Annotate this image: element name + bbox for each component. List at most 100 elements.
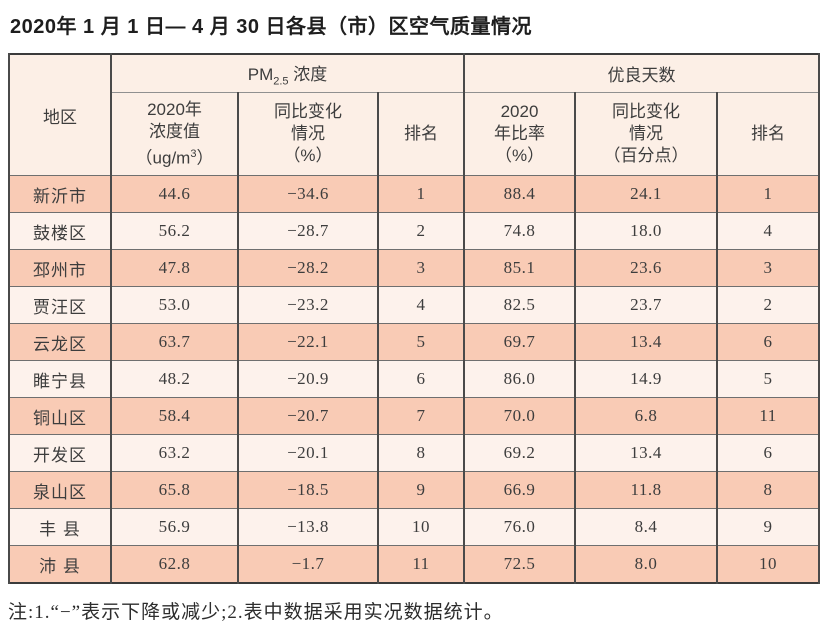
table-row: 沛 县 62.8 −1.7 11 72.5 8.0 10 xyxy=(8,545,821,584)
header-region: 地区 xyxy=(8,53,112,176)
cell-pm-rank: 2 xyxy=(376,212,466,250)
cell-pm-change: −23.2 xyxy=(237,286,379,324)
cell-pm-change: −28.7 xyxy=(237,212,379,250)
cell-pm-rank: 8 xyxy=(376,434,466,472)
table-row: 鼓楼区 56.2 −28.7 2 74.8 18.0 4 xyxy=(8,212,821,250)
cell-gd-rate: 74.8 xyxy=(463,212,577,250)
cell-region: 丰 县 xyxy=(8,508,112,546)
cell-gd-change: 23.7 xyxy=(574,286,719,324)
pm25-subscript: 2.5 xyxy=(273,75,289,88)
cell-pm-value: 63.2 xyxy=(110,434,239,472)
cell-pm-rank: 3 xyxy=(376,249,466,287)
cell-gd-rank: 11 xyxy=(716,397,821,435)
cell-pm-value: 58.4 xyxy=(110,397,239,435)
cell-gd-rate: 86.0 xyxy=(463,360,577,398)
cell-gd-change: 8.4 xyxy=(574,508,719,546)
cell-gd-rank: 6 xyxy=(716,323,821,361)
cell-pm-rank: 5 xyxy=(376,323,466,361)
header-pm-value: 2020年 浓度值 （ug/m3） xyxy=(110,92,239,176)
cubed-superscript: 3 xyxy=(190,147,197,160)
cell-gd-rate: 70.0 xyxy=(463,397,577,435)
cell-gd-rate: 66.9 xyxy=(463,471,577,509)
cell-gd-change: 11.8 xyxy=(574,471,719,509)
table-row: 邳州市 47.8 −28.2 3 85.1 23.6 3 xyxy=(8,249,821,287)
table-row: 云龙区 63.7 −22.1 5 69.7 13.4 6 xyxy=(8,323,821,361)
cell-pm-value: 48.2 xyxy=(110,360,239,398)
cell-region: 贾汪区 xyxy=(8,286,112,324)
cell-gd-change: 18.0 xyxy=(574,212,719,250)
header-group-good-days: 优良天数 xyxy=(463,53,821,93)
table-row: 睢宁县 48.2 −20.9 6 86.0 14.9 5 xyxy=(8,360,821,398)
cell-pm-change: −13.8 xyxy=(237,508,379,546)
cell-pm-change: −1.7 xyxy=(237,545,379,584)
header-gd-rate: 2020 年比率 （%） xyxy=(463,92,577,176)
cell-pm-rank: 11 xyxy=(376,545,466,584)
page-title: 2020年 1 月 1 日— 4 月 30 日各县（市）区空气质量情况 xyxy=(10,16,533,38)
cell-gd-rank: 1 xyxy=(716,175,821,213)
table-row: 新沂市 44.6 −34.6 1 88.4 24.1 1 xyxy=(8,175,821,213)
cell-gd-rank: 3 xyxy=(716,249,821,287)
group-header-row: 地区 PM2.5 浓度 优良天数 xyxy=(8,53,821,176)
cell-pm-value: 47.8 xyxy=(110,249,239,287)
cell-region: 邳州市 xyxy=(8,249,112,287)
table-header: 地区 PM2.5 浓度 优良天数 2020年 浓度值 （ug/m3） 同比变化 … xyxy=(8,53,821,176)
cell-gd-rank: 8 xyxy=(716,471,821,509)
header-pm-rank: 排名 xyxy=(376,92,466,176)
cell-pm-value: 63.7 xyxy=(110,323,239,361)
table-row: 贾汪区 53.0 −23.2 4 82.5 23.7 2 xyxy=(8,286,821,324)
cell-gd-change: 23.6 xyxy=(574,249,719,287)
table-row: 开发区 63.2 −20.1 8 69.2 13.4 6 xyxy=(8,434,821,472)
cell-gd-rate: 85.1 xyxy=(463,249,577,287)
cell-pm-value: 62.8 xyxy=(110,545,239,584)
cell-region: 鼓楼区 xyxy=(8,212,112,250)
cell-gd-rank: 9 xyxy=(716,508,821,546)
air-quality-table: 地区 PM2.5 浓度 优良天数 2020年 浓度值 （ug/m3） 同比变化 … xyxy=(8,53,821,584)
cell-pm-rank: 7 xyxy=(376,397,466,435)
pm25-label: PM2.5 浓度 xyxy=(247,64,328,88)
cell-pm-rank: 10 xyxy=(376,508,466,546)
cell-pm-change: −34.6 xyxy=(237,175,379,213)
table-body: 新沂市 44.6 −34.6 1 88.4 24.1 1 鼓楼区 56.2 −28.7 2 74.8 1… xyxy=(8,175,821,584)
cell-gd-rate: 69.7 xyxy=(463,323,577,361)
cell-pm-rank: 9 xyxy=(376,471,466,509)
cell-pm-value: 56.9 xyxy=(110,508,239,546)
cell-region: 云龙区 xyxy=(8,323,112,361)
cell-pm-rank: 4 xyxy=(376,286,466,324)
table-row: 铜山区 58.4 −20.7 7 70.0 6.8 11 xyxy=(8,397,821,435)
header-gd-rank: 排名 xyxy=(716,92,821,176)
cell-region: 睢宁县 xyxy=(8,360,112,398)
cell-pm-change: −20.1 xyxy=(237,434,379,472)
cell-gd-change: 13.4 xyxy=(574,434,719,472)
cell-pm-change: −28.2 xyxy=(237,249,379,287)
cell-gd-rank: 5 xyxy=(716,360,821,398)
cell-pm-change: −20.9 xyxy=(237,360,379,398)
cell-pm-value: 65.8 xyxy=(110,471,239,509)
cell-pm-change: −20.7 xyxy=(237,397,379,435)
cell-gd-rate: 72.5 xyxy=(463,545,577,584)
cell-gd-change: 24.1 xyxy=(574,175,719,213)
header-group-pm25: PM2.5 浓度 xyxy=(109,53,466,93)
cell-pm-change: −18.5 xyxy=(237,471,379,509)
cell-region: 新沂市 xyxy=(8,175,112,213)
cell-pm-value: 53.0 xyxy=(110,286,239,324)
cell-gd-rank: 2 xyxy=(716,286,821,324)
cell-gd-change: 6.8 xyxy=(574,397,719,435)
cell-region: 泉山区 xyxy=(8,471,112,509)
cell-region: 开发区 xyxy=(8,434,112,472)
cell-gd-rank: 4 xyxy=(716,212,821,250)
footnote: 注:1.“−”表示下降或减少;2.表中数据采用实况数据统计。 xyxy=(8,602,504,623)
table-row: 泉山区 65.8 −18.5 9 66.9 11.8 8 xyxy=(8,471,821,509)
cell-gd-change: 13.4 xyxy=(574,323,719,361)
pm-value-unit: （ug/m3） xyxy=(135,147,214,168)
cell-gd-rank: 6 xyxy=(716,434,821,472)
cell-pm-value: 56.2 xyxy=(110,212,239,250)
sub-header-row: 2020年 浓度值 （ug/m3） 同比变化 情况 （%） 排名 2020 年比… xyxy=(9,92,821,176)
cell-gd-change: 8.0 xyxy=(574,545,719,584)
cell-pm-value: 44.6 xyxy=(110,175,239,213)
cell-region: 沛 县 xyxy=(8,545,112,584)
cell-pm-change: −22.1 xyxy=(237,323,379,361)
header-pm-change: 同比变化 情况 （%） xyxy=(237,92,379,176)
cell-gd-rate: 88.4 xyxy=(463,175,577,213)
cell-pm-rank: 1 xyxy=(376,175,466,213)
cell-gd-rate: 76.0 xyxy=(463,508,577,546)
